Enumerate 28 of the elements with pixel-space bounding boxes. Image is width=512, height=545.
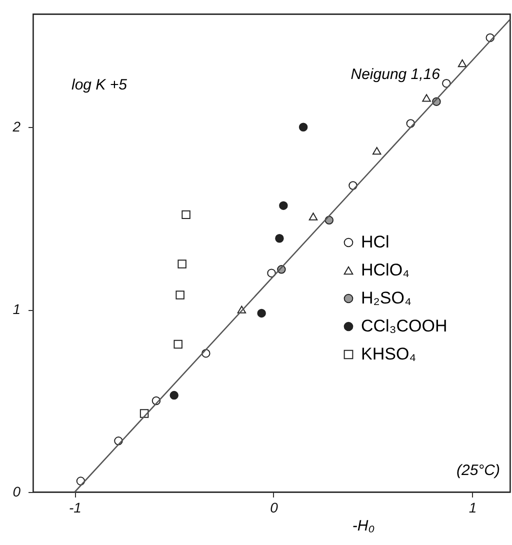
annotation: Neigung 1,16	[350, 66, 441, 83]
point	[298, 122, 308, 132]
point	[170, 390, 178, 400]
point	[176, 290, 184, 300]
y-tick-label: 2	[12, 118, 21, 135]
point	[372, 146, 382, 155]
x-tick-label: -1	[69, 500, 82, 516]
point	[182, 210, 190, 220]
y-tick-label: 1	[12, 301, 20, 318]
x-axis-title: -H₀	[352, 518, 375, 534]
legend-label: KHSO₄	[361, 344, 416, 364]
point	[458, 59, 467, 68]
point	[422, 94, 431, 102]
y-axis-title: log K +5	[72, 76, 128, 94]
y-tick-label: 0	[12, 484, 21, 500]
x-tick-label: 0	[270, 500, 278, 516]
legend-label: CCl₃COOH	[361, 316, 448, 336]
x-tick-label: 1	[468, 500, 477, 516]
legend-label: H₂SO₄	[361, 288, 412, 308]
legend-label: HCl	[361, 232, 390, 252]
annotation: (25°C)	[456, 462, 500, 479]
point	[174, 340, 182, 349]
point	[178, 260, 186, 268]
point	[257, 308, 266, 318]
point	[279, 201, 288, 210]
point	[308, 212, 318, 220]
legend-label: HClO₄	[361, 260, 410, 280]
point	[275, 234, 284, 243]
